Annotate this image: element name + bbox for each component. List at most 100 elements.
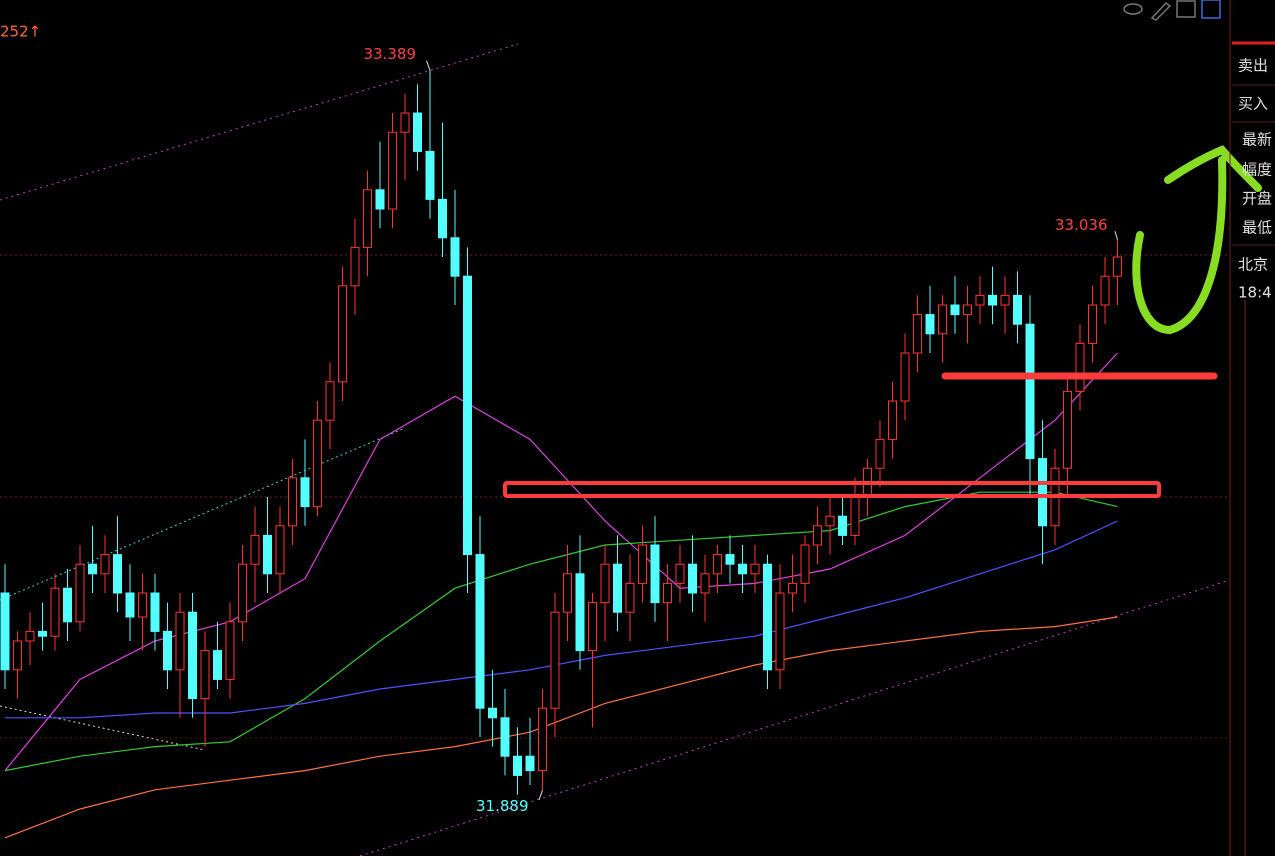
candle-body [100,554,110,575]
candle-body [463,275,472,556]
candle-body [913,314,922,354]
panel-label: 最低 [1242,219,1272,237]
candle-body [1000,294,1010,306]
candle-body [1088,304,1097,344]
candle-body [250,534,260,565]
candle-body [550,611,560,709]
candle-body [638,544,647,584]
candle-body [413,112,422,152]
layout-icon[interactable] [1201,0,1221,19]
candle-body [125,592,135,618]
grid-icon[interactable] [1176,0,1196,18]
candle-body [313,419,322,508]
candle-body [575,573,585,652]
candle-body [500,717,510,757]
candle-body [750,563,760,575]
candle-body [375,189,385,210]
panel-label: 北京 [1238,256,1268,274]
candle-body [775,592,785,671]
panel-label: 卖出 [1238,57,1268,75]
candle-body [813,525,822,546]
candle-body [988,294,997,306]
panel-label: 买入 [1238,95,1268,113]
candle-body [400,112,410,133]
moving-average [4,352,1118,771]
candle-body [563,573,572,613]
pen-icon[interactable] [1150,1,1172,21]
candle-body [425,150,435,200]
candle-body [75,563,85,623]
candle-body [650,544,660,604]
candle-body [38,630,47,637]
hand-arrow [1132,145,1262,335]
candle-body [238,563,247,623]
candle-body [625,582,635,613]
candle-body [188,611,197,700]
panel-label: 开盘 [1242,190,1272,208]
plot [0,70,1122,839]
candle-body [700,573,710,594]
candle-body [688,563,697,594]
candle-body [900,352,910,402]
candle-body [175,611,185,671]
candle-body [725,554,735,565]
candle-body [513,755,522,776]
candle-body [138,592,147,618]
candle-body [875,438,885,469]
candle-body [525,755,535,772]
panel-label: 最新 [1242,131,1272,149]
candle-body [350,246,360,287]
candle-body [800,544,810,584]
candle-body [450,237,460,277]
candle-body [938,304,947,335]
candle-body [325,381,335,421]
candle-body [600,563,610,604]
annotation-pointer [538,790,543,801]
candle-body [275,525,285,575]
candle-body [888,400,897,440]
candle-body [0,592,10,671]
candle-body [950,304,960,316]
candle-body [50,587,60,637]
candle-body [150,592,160,632]
toolbar [1123,0,1221,21]
candle-body [300,477,310,508]
candle-body [963,304,972,316]
candle-body [63,587,72,623]
highlight-box [503,481,1161,498]
candle-body [838,515,847,536]
candle-body [263,534,272,575]
extreme-label: 33.389 [364,45,417,63]
candle-body [1075,342,1085,392]
candle-body [25,630,35,642]
candle-body [338,285,347,383]
channel-line [0,43,519,201]
annotation-pointer [1114,231,1118,240]
candle-body [200,650,210,700]
eye-icon[interactable] [1123,3,1143,15]
candle-body [1038,458,1047,527]
candle-body [88,563,97,575]
candle-body [475,554,485,709]
candle-body [13,640,22,671]
candle-body [288,477,297,527]
candle-body [588,602,597,652]
extreme-label: 33.036 [1055,216,1108,234]
candle-body [1025,323,1035,460]
moving-average [4,616,1118,839]
candle-body [113,554,122,594]
corner-label: 252↑ [0,23,41,41]
candle-body [613,563,622,613]
candle-body [1113,256,1122,277]
candle-body [825,515,835,527]
trend-line [0,427,406,601]
candle-body [488,707,497,719]
candle-body [388,131,397,210]
candle-body [1013,294,1022,325]
annotation-pointer [426,60,431,71]
candle-body [438,198,447,239]
candle-body [675,563,685,584]
candle-body [850,496,860,536]
candle-body [763,563,772,671]
